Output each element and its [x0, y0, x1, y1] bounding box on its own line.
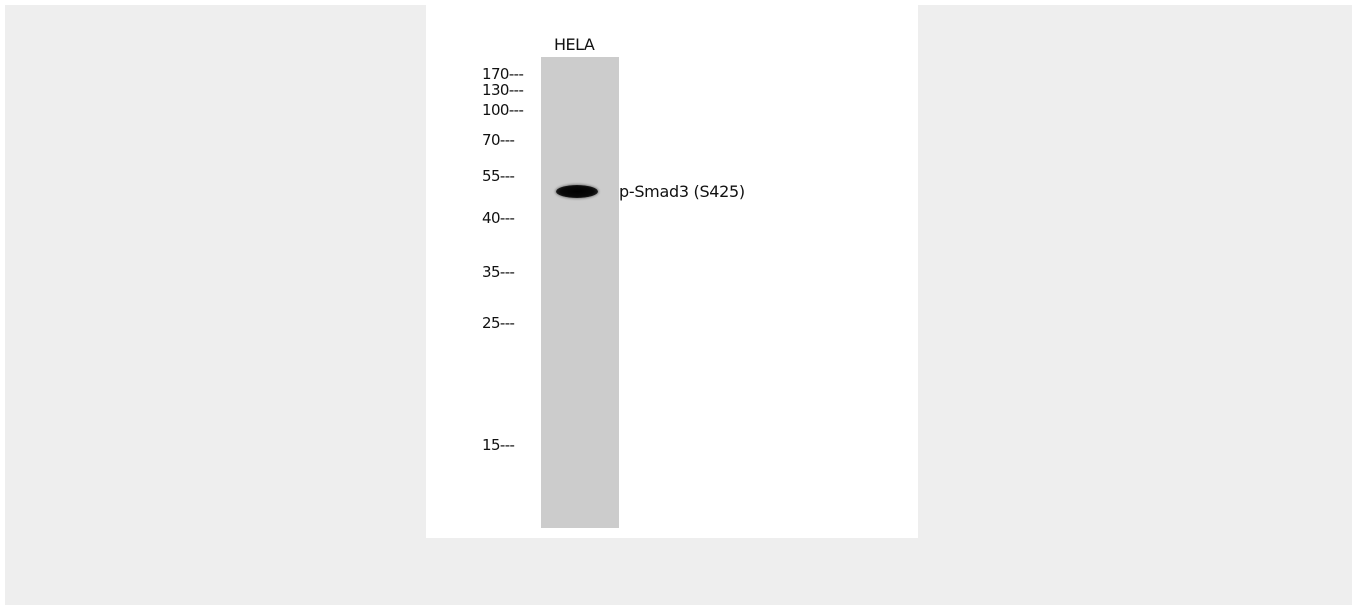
lane-label: HELA — [554, 35, 595, 54]
marker-55: 55--- — [482, 167, 515, 185]
image-viewer-background: HELA 170--- 130--- 100--- 70--- 55--- 40… — [5, 5, 1352, 605]
marker-35: 35--- — [482, 263, 515, 281]
marker-25: 25--- — [482, 314, 515, 332]
marker-130: 130--- — [482, 81, 524, 99]
western-blot-image: HELA 170--- 130--- 100--- 70--- 55--- 40… — [426, 5, 918, 538]
marker-70: 70--- — [482, 131, 515, 149]
marker-40: 40--- — [482, 209, 515, 227]
marker-170: 170--- — [482, 65, 524, 83]
marker-100: 100--- — [482, 101, 524, 119]
marker-15: 15--- — [482, 436, 515, 454]
band-label: p-Smad3 (S425) — [619, 182, 745, 201]
protein-band — [556, 185, 598, 198]
gel-lane — [541, 57, 619, 528]
